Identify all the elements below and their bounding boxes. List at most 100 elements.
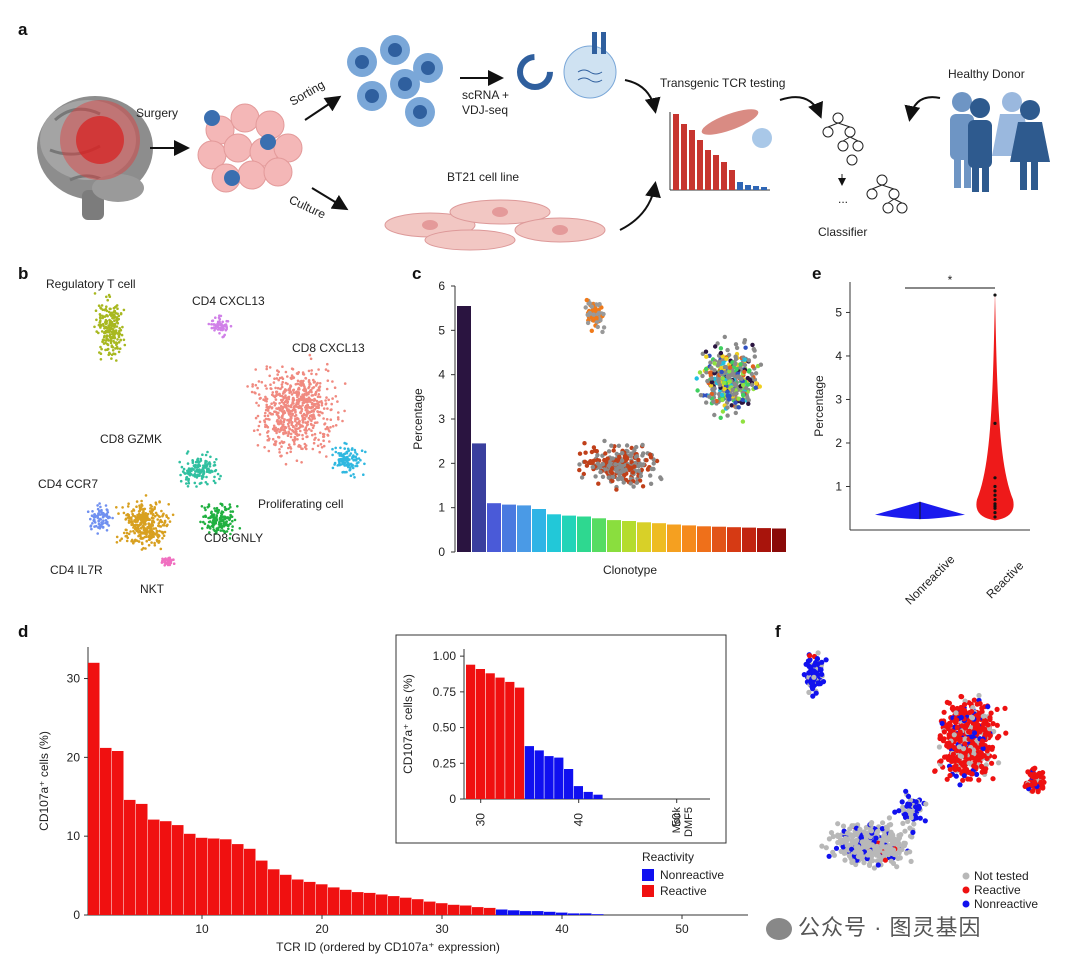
umap-point (181, 470, 185, 473)
umap-point (199, 520, 202, 524)
umap-point (278, 441, 282, 445)
umap-point (276, 427, 280, 431)
umap-point (301, 421, 305, 424)
umap-point (857, 850, 863, 856)
umap-point (963, 767, 970, 773)
umap-point (201, 453, 204, 456)
umap-point (334, 395, 338, 398)
umap-point (351, 464, 354, 468)
umap-point (280, 445, 283, 448)
bar (244, 848, 256, 915)
umap-point (94, 524, 98, 528)
umap-point (167, 503, 170, 506)
umap-point (266, 414, 270, 417)
umap-point (97, 304, 101, 307)
umap-point (721, 380, 727, 385)
umap-point (622, 473, 627, 478)
bar (280, 874, 292, 915)
umap-point (101, 513, 104, 516)
cluster-label-cd4-cxcl13: CD4 CXCL13 (192, 294, 265, 308)
violin-point (993, 293, 997, 297)
umap-point (954, 717, 960, 723)
umap-point (129, 530, 132, 533)
bar (727, 527, 741, 552)
umap-point (322, 444, 326, 448)
umap-point (584, 297, 589, 303)
bar (172, 825, 184, 915)
umap-point (606, 463, 612, 469)
umap-point (208, 531, 211, 534)
umap-point (337, 411, 340, 414)
umap-point (256, 428, 259, 432)
umap-point (311, 433, 314, 437)
y-axis-label: Percentage (812, 375, 826, 437)
inset-y-tick-label: 0.75 (433, 685, 457, 699)
umap-point (229, 522, 232, 526)
umap-point (313, 432, 317, 436)
umap-point (266, 409, 270, 412)
umap-point (115, 359, 118, 362)
umap-point (806, 689, 812, 695)
umap-point (329, 426, 332, 429)
panel-a-illustration (37, 32, 1050, 251)
umap-point (879, 841, 885, 847)
umap-point (994, 722, 1000, 728)
cluster-label-treg: Regulatory T cell (46, 277, 136, 291)
umap-point (283, 404, 286, 408)
umap-point (124, 517, 128, 520)
umap-point (297, 402, 300, 405)
umap-point (165, 514, 168, 517)
umap-point (126, 513, 130, 516)
umap-point (196, 460, 200, 464)
umap-point (302, 379, 305, 383)
umap-point (355, 462, 359, 465)
umap-point (954, 705, 960, 712)
umap-point (758, 362, 764, 367)
umap-point (272, 443, 276, 446)
umap-point (307, 427, 311, 431)
umap-point (360, 449, 364, 452)
umap-point (279, 394, 282, 397)
umap-point (91, 522, 94, 525)
umap-point (695, 388, 700, 393)
umap-point (117, 341, 121, 344)
umap-point (289, 384, 292, 387)
umap-point (994, 735, 1001, 741)
umap-point (953, 763, 959, 769)
umap-point (157, 515, 161, 518)
umap-point (209, 527, 212, 530)
umap-point (110, 357, 113, 360)
umap-point (281, 365, 284, 368)
umap-point (700, 351, 705, 356)
umap-point (624, 443, 630, 448)
umap-point (704, 400, 709, 405)
umap-point (720, 376, 725, 381)
umap-point (264, 384, 267, 387)
umap-point (273, 377, 276, 380)
umap-point (290, 416, 293, 420)
umap-point (306, 420, 310, 424)
bar (196, 837, 208, 915)
scrna-label: scRNA + (462, 88, 510, 102)
umap-point (316, 402, 320, 405)
bar (544, 911, 556, 915)
umap-point (323, 422, 327, 425)
umap-point (286, 382, 289, 386)
umap-point (981, 717, 987, 723)
umap-point (89, 517, 92, 521)
bar (136, 803, 148, 915)
umap-point (709, 380, 715, 385)
umap-point (725, 373, 731, 379)
umap-point (115, 325, 119, 328)
umap-point (339, 452, 343, 455)
umap-point (139, 537, 142, 540)
umap-point (339, 446, 342, 450)
umap-point (603, 451, 608, 456)
bar (472, 907, 484, 915)
umap-point (719, 369, 724, 375)
bar (484, 907, 496, 915)
umap-point (263, 414, 267, 418)
umap-point (882, 857, 888, 863)
umap-point (309, 357, 313, 361)
umap-point (1002, 705, 1008, 711)
